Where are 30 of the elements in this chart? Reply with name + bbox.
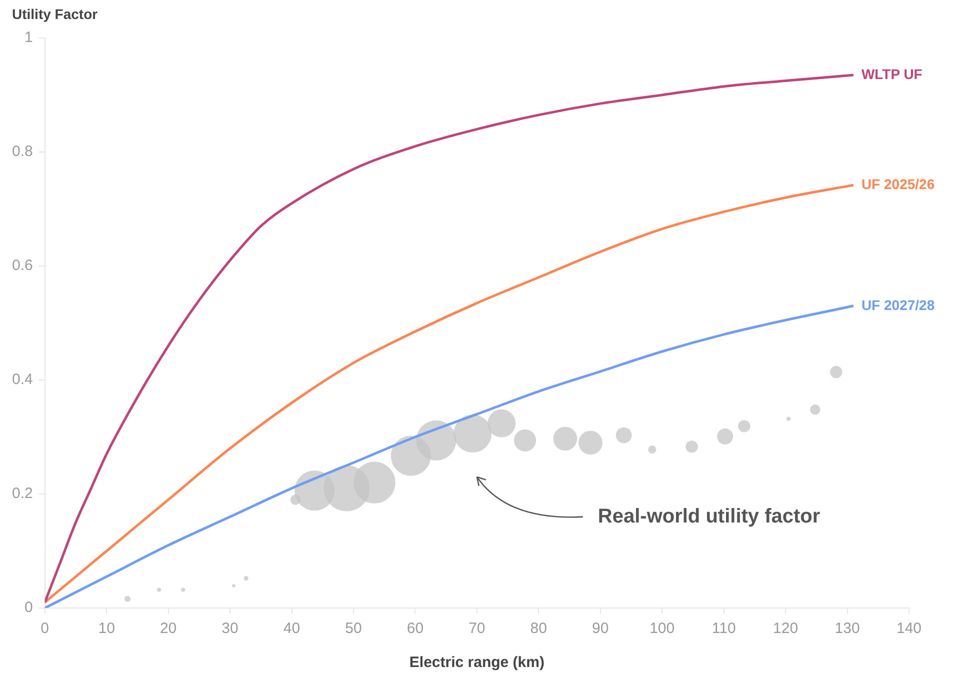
series-label: UF 2025/26: [861, 176, 935, 192]
x-tick-label: 40: [283, 620, 300, 638]
x-axis-title: Electric range (km): [409, 654, 544, 672]
y-tick-label: 1: [24, 29, 33, 46]
y-tick-label: 0.4: [12, 371, 33, 388]
x-tick-label: 90: [592, 620, 609, 638]
y-axis-title: Utility Factor: [12, 6, 98, 22]
line-series: [44, 184, 855, 604]
line-series: [44, 304, 855, 608]
series-label: WLTP UF: [861, 66, 923, 82]
y-tick-label: 0.8: [12, 143, 33, 160]
y-tick-label: 0.6: [12, 257, 33, 274]
x-tick-label: 120: [773, 620, 798, 638]
x-tick-label: 30: [222, 620, 238, 638]
x-tick-label: 110: [712, 620, 736, 638]
x-tick-label: 140: [896, 620, 922, 638]
annotation: Real-world utility factor: [598, 505, 820, 528]
x-tick-label: 70: [468, 620, 486, 638]
y-tick-label: 0: [24, 599, 33, 616]
x-tick-label: 50: [345, 620, 362, 638]
x-tick-label: 100: [650, 620, 675, 638]
y-tick-label: 0.2: [12, 485, 33, 502]
x-tick-label: 0: [40, 620, 50, 638]
x-tick-label: 10: [98, 620, 115, 638]
x-tick-label: 20: [160, 620, 177, 638]
x-tick-label: 60: [406, 620, 424, 638]
line-series: [44, 74, 855, 604]
x-tick-label: 80: [530, 620, 547, 638]
x-tick-label: 130: [834, 620, 860, 638]
series-label: UF 2027/28: [861, 296, 935, 313]
